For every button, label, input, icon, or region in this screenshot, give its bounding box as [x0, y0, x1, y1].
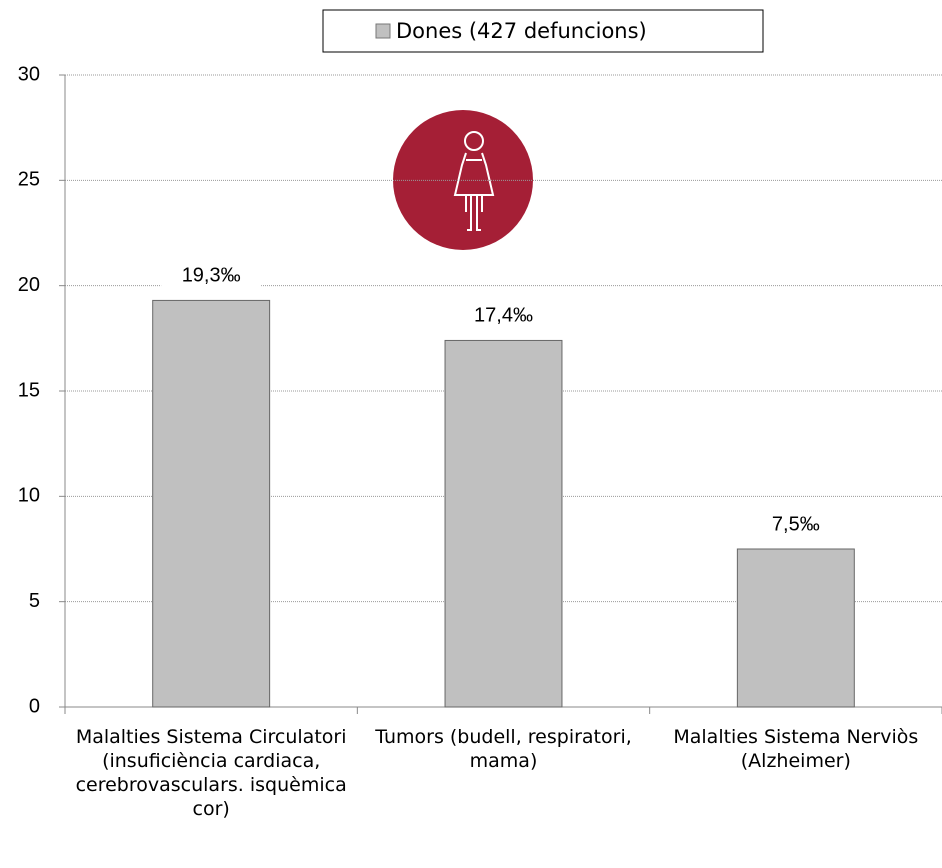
x-tick-label: Malalties Sistema Circulatori (insuficiè…	[75, 726, 347, 820]
bar	[444, 339, 563, 708]
bar	[152, 299, 271, 708]
y-tick-label: 30	[18, 63, 40, 85]
y-tick-label: 0	[29, 695, 40, 717]
y-tick-label: 15	[18, 379, 40, 401]
value-label: 19,3‰	[182, 265, 241, 287]
x-tick-label: Tumors (budell, respiratori, mama)	[375, 726, 632, 772]
value-label-bg	[745, 505, 846, 541]
legend-box	[322, 9, 764, 53]
y-tick-label: 10	[18, 485, 40, 507]
y-tick-label: 25	[18, 169, 40, 191]
legend-label: Dones (427 defuncions)	[396, 19, 647, 43]
x-tick-label: Malalties Sistema Nerviòs (Alzheimer)	[673, 726, 919, 772]
y-tick-label: 20	[18, 274, 40, 296]
bar	[736, 548, 855, 708]
value-label: 17,4‰	[474, 305, 533, 327]
value-label-bg	[161, 256, 262, 293]
legend-swatch	[375, 23, 391, 39]
y-tick-label: 5	[29, 590, 40, 612]
value-label-bg	[453, 296, 554, 333]
value-label: 7,5‰	[772, 513, 820, 535]
